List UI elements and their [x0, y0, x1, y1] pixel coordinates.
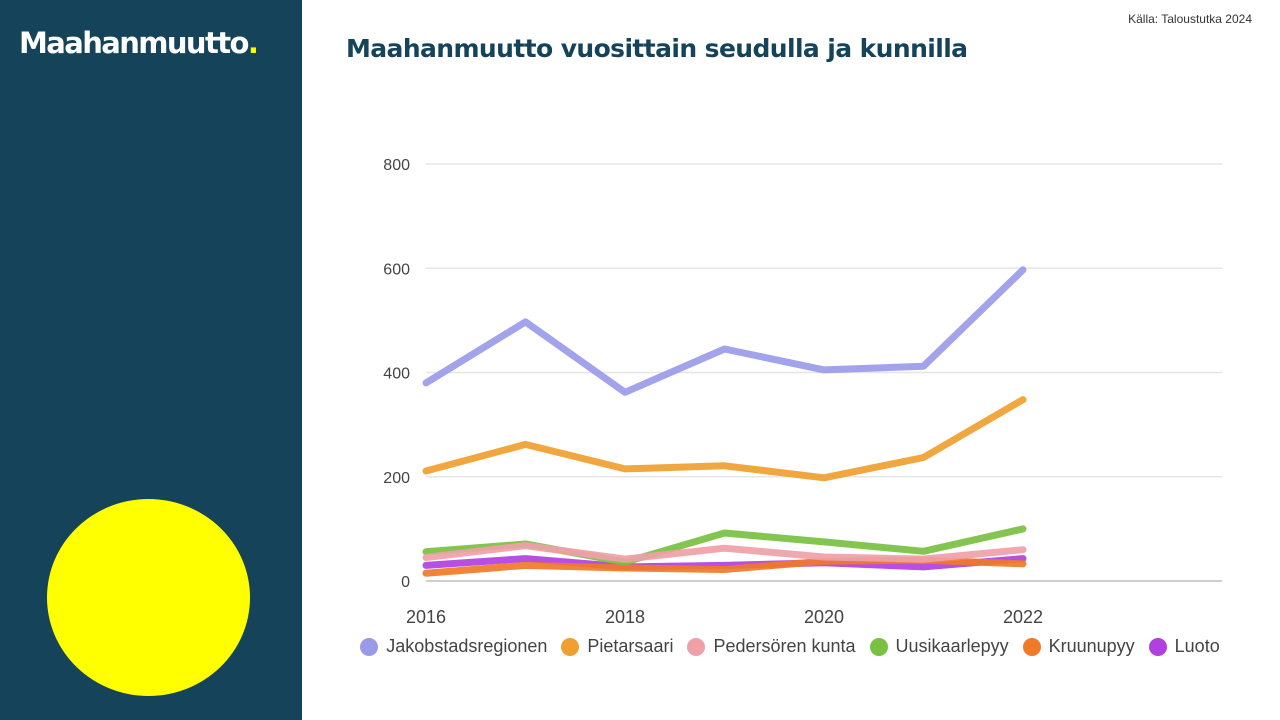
series-line-luoto [422, 555, 1027, 571]
legend-label: Uusikaarlepyy [895, 636, 1009, 656]
legend-label: Pietarsaari [587, 636, 674, 656]
logo: Maahanmuutto. [19, 26, 259, 60]
legend-swatch [1148, 637, 1167, 656]
legend-item: Uusikaarlepyy [869, 636, 1009, 657]
legend-item: Jakobstadsregionen [360, 636, 547, 657]
x-tick-label: 2016 [406, 607, 446, 627]
x-tick-label: 2022 [1003, 607, 1043, 627]
legend-swatch [360, 637, 379, 656]
legend-label: Kruunupyy [1048, 636, 1135, 656]
x-tick-label: 2020 [804, 607, 844, 627]
legend-swatch [1022, 637, 1041, 656]
legend-item: Pietarsaari [561, 636, 673, 657]
sidebar: Maahanmuutto. [0, 0, 302, 720]
series-line-jakobstadsregionen [422, 266, 1027, 396]
legend-item: Luoto [1148, 636, 1220, 657]
legend-swatch [561, 637, 580, 656]
series-line-pietarsaari [422, 396, 1027, 482]
source-label: Källa: Taloustutka 2024 [1128, 12, 1252, 26]
y-tick-label: 600 [383, 261, 410, 278]
logo-text: Maahanmuutto [19, 26, 249, 60]
y-tick-label: 800 [383, 157, 410, 174]
legend-swatch [687, 637, 706, 656]
line-chart: 0 200 400 600 800 2016 2018 2020 2022 [383, 157, 1222, 627]
legend-label: Jakobstadsregionen [386, 636, 548, 656]
x-tick-label: 2018 [605, 607, 645, 627]
y-tick-label: 400 [383, 366, 410, 383]
legend-item: Pedersören kunta [687, 636, 856, 657]
logo-dot: . [247, 26, 259, 60]
series-line-peders-ren-kunta [422, 542, 1027, 563]
page-title: Maahanmuutto vuosittain seudulla ja kunn… [346, 34, 968, 63]
legend-item: Kruunupyy [1022, 636, 1135, 657]
y-tick-label: 0 [401, 574, 410, 591]
chart-legend: Jakobstadsregionen Pietarsaari Pedersören … [340, 636, 1240, 657]
legend-label: Pedersören kunta [713, 636, 856, 656]
yellow-circle-decoration [47, 499, 250, 696]
legend-swatch [869, 637, 888, 656]
y-tick-label: 200 [383, 470, 410, 487]
legend-label: Luoto [1174, 636, 1220, 656]
